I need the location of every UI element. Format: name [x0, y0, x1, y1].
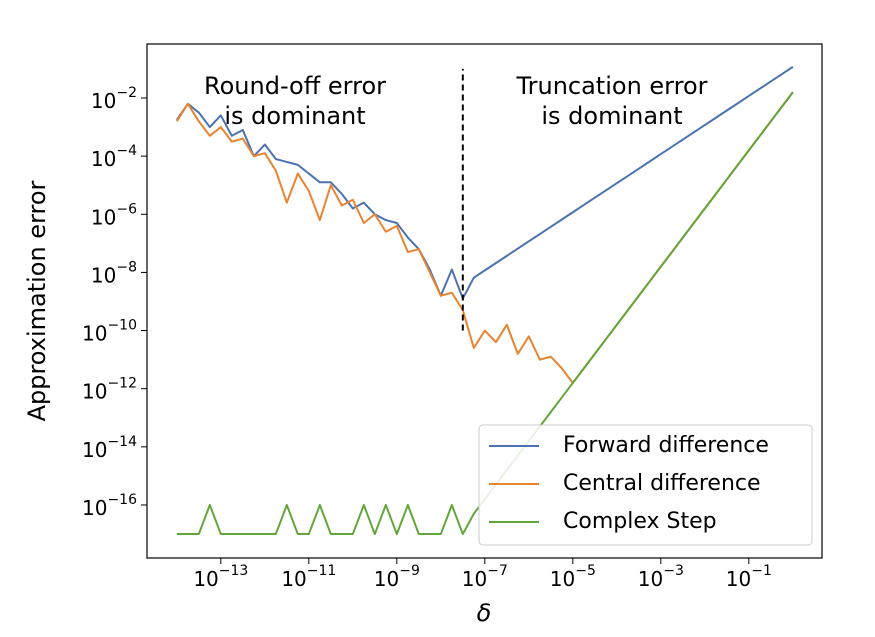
y-axis-label: Approximation error	[23, 180, 51, 421]
plot-frame	[146, 43, 823, 559]
legend-box	[478, 424, 813, 546]
x-tick-label: 10−7	[462, 563, 508, 591]
y-tick-label: 10−8	[91, 259, 137, 287]
series-line	[175, 91, 794, 384]
annotation: Truncation error	[515, 72, 707, 100]
annotation: is dominant	[541, 102, 682, 130]
x-tick-label: 10−9	[374, 563, 420, 591]
y-tick-label: 10−14	[82, 434, 137, 462]
x-tick-label: 10−1	[726, 563, 772, 591]
y-tick-label: 10−4	[91, 143, 137, 171]
y-tick-label: 10−2	[91, 85, 137, 113]
y-tick-label: 10−10	[82, 318, 137, 346]
y-tick-label: 10−16	[82, 492, 137, 520]
y-tick-label: 10−6	[91, 201, 137, 229]
series-line	[175, 66, 794, 300]
x-tick-label: 10−13	[193, 563, 248, 591]
legend: Forward difference Central difference Comp…	[478, 424, 813, 546]
x-axis-label: δ	[477, 599, 492, 627]
legend-label: Central difference	[563, 471, 761, 496]
legend-label: Forward difference	[563, 433, 769, 458]
y-tick-label: 10−12	[82, 376, 137, 404]
x-tick-label: 10−3	[638, 563, 684, 591]
annotation: is dominant	[224, 102, 365, 130]
annotation: Round-off error	[204, 72, 386, 100]
legend-label: Complex Step	[563, 509, 717, 534]
x-tick-label: 10−5	[550, 563, 596, 591]
x-tick-label: 10−11	[281, 563, 336, 591]
